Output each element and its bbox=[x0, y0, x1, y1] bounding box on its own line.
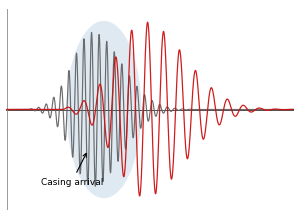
Ellipse shape bbox=[67, 21, 141, 198]
Text: Casing arrival: Casing arrival bbox=[40, 153, 103, 187]
